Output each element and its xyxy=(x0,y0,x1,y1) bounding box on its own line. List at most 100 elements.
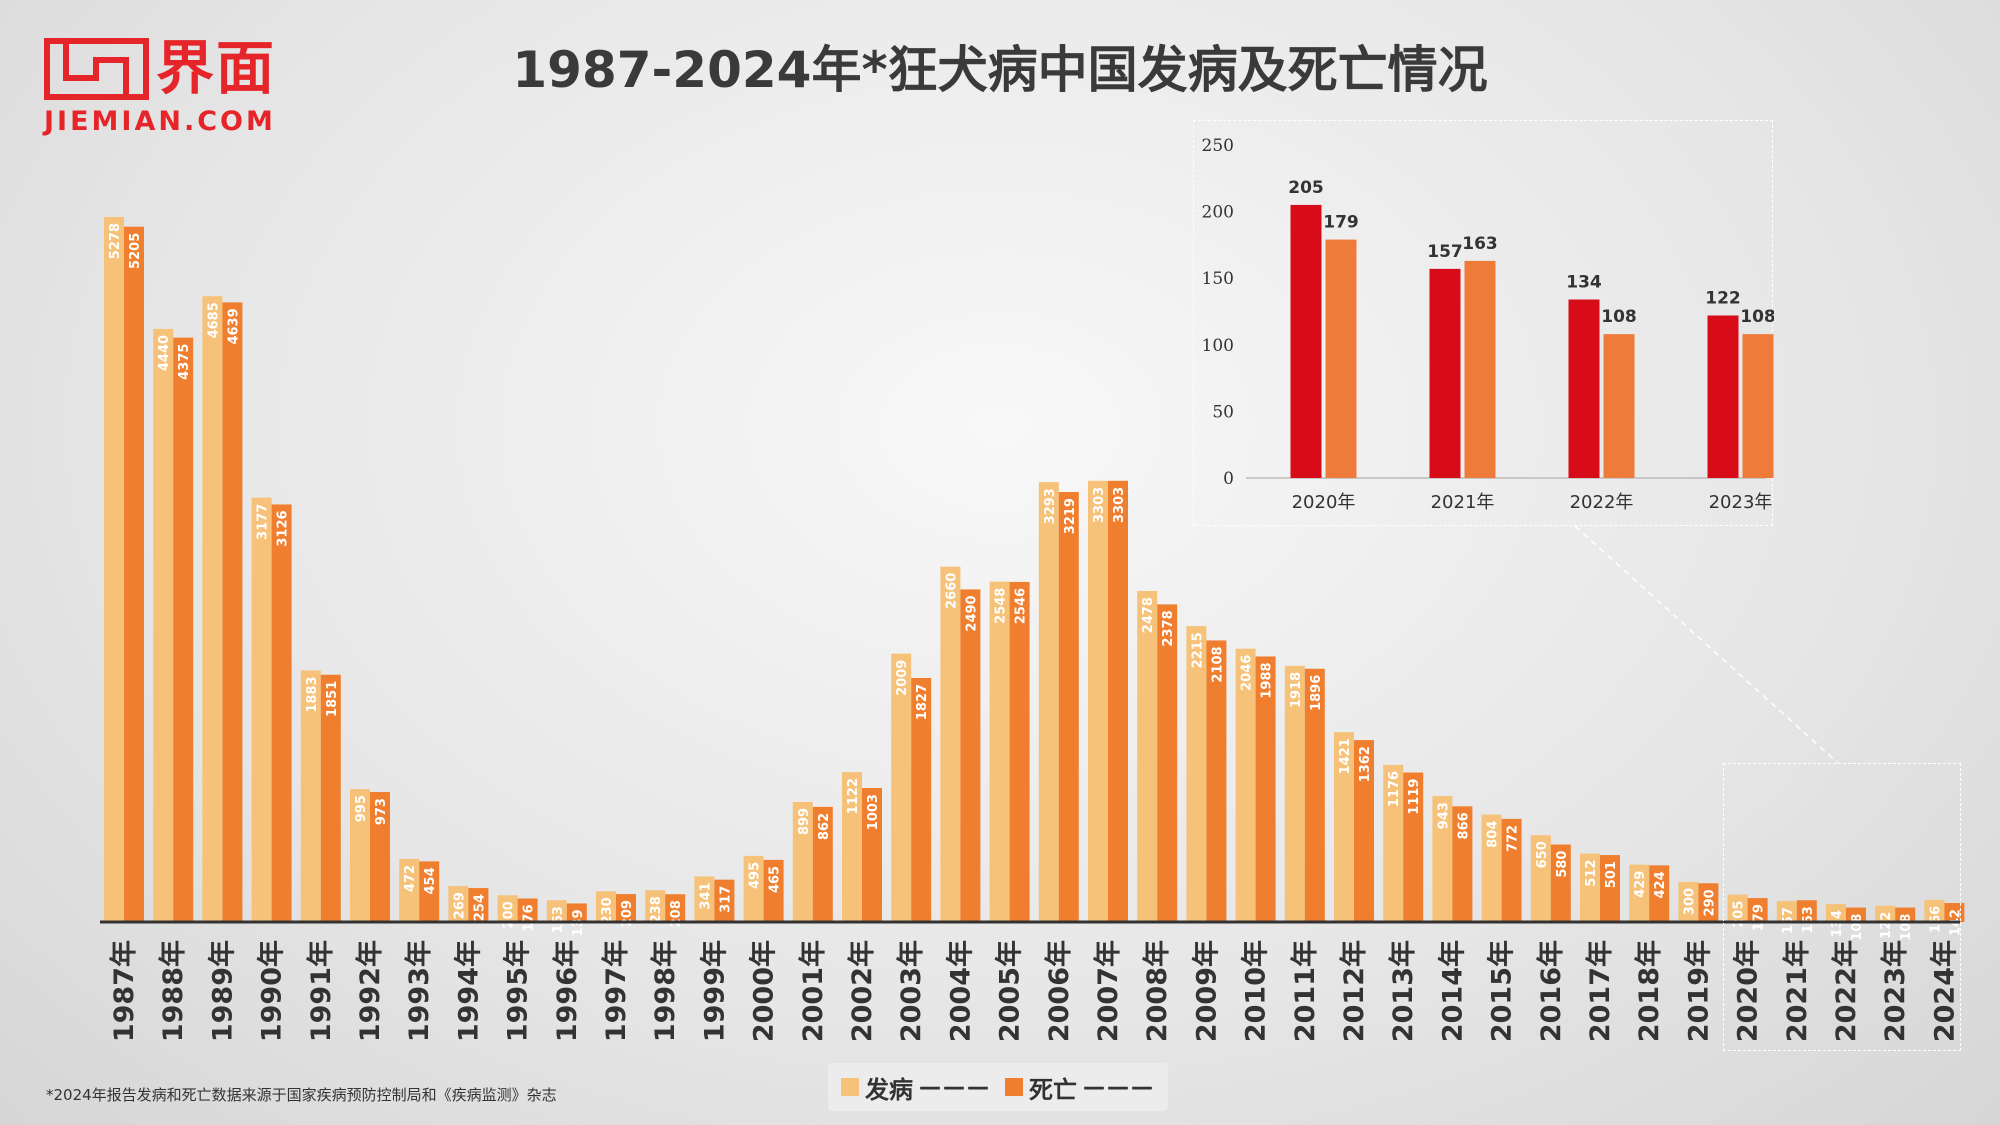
bar-deaths xyxy=(1304,668,1325,922)
bar-incidence xyxy=(448,886,469,922)
bar-incidence xyxy=(104,217,124,922)
data-label-incidence: 1918 xyxy=(1289,672,1304,708)
bar-incidence xyxy=(792,801,813,922)
bar-deaths xyxy=(1944,903,1965,922)
legend-dash-deaths: ——— xyxy=(1083,1074,1155,1100)
data-label-deaths: 3303 xyxy=(1112,487,1127,523)
bar-incidence xyxy=(1580,853,1600,922)
bar-deaths xyxy=(1354,740,1374,922)
inset-bar-deaths xyxy=(1464,260,1496,478)
inset-data-label-incidence: 157 xyxy=(1427,242,1463,262)
inset-data-label-deaths: 163 xyxy=(1462,234,1498,254)
data-label-incidence: 230 xyxy=(600,897,615,924)
data-label-incidence: 2046 xyxy=(1240,655,1255,691)
bar-incidence xyxy=(1826,904,1846,922)
tick-label-x: 2006年 xyxy=(1043,940,1075,1042)
legend-label-incidence: 发病 xyxy=(865,1075,913,1104)
inset-data-label-incidence: 134 xyxy=(1566,273,1602,293)
bar-deaths xyxy=(566,903,587,922)
bar-incidence xyxy=(940,566,961,922)
tick-label-x: 2019年 xyxy=(1682,940,1714,1042)
bar-deaths xyxy=(812,806,833,922)
bar-deaths xyxy=(665,894,686,922)
inset-tick-label-x: 2020年 xyxy=(1292,492,1356,513)
data-label-deaths: 1827 xyxy=(915,684,930,720)
data-label-incidence: 650 xyxy=(1535,841,1550,868)
data-label-incidence: 200 xyxy=(502,901,517,928)
data-label-incidence: 2548 xyxy=(994,588,1009,624)
inset-tick-label-y: 0 xyxy=(1223,469,1234,489)
tick-label-x: 2004年 xyxy=(944,940,976,1042)
bar-incidence xyxy=(1432,796,1453,922)
data-label-incidence: 2478 xyxy=(1141,597,1156,633)
data-label-deaths: 465 xyxy=(768,866,783,893)
bar-deaths xyxy=(1009,581,1030,922)
data-label-incidence: 269 xyxy=(452,892,467,919)
data-label-deaths: 317 xyxy=(718,886,733,913)
data-label-incidence: 3177 xyxy=(256,504,271,540)
tick-label-x: 2002年 xyxy=(846,940,878,1042)
inset-data-label-deaths: 108 xyxy=(1601,307,1637,327)
data-label-deaths: 772 xyxy=(1506,825,1521,852)
data-label-deaths: 5205 xyxy=(128,233,143,269)
bar-deaths xyxy=(616,894,636,922)
tick-label-x: 2010年 xyxy=(1240,940,1272,1042)
logo-brand-cn: 界面 xyxy=(156,34,277,102)
bar-deaths xyxy=(1698,883,1719,922)
legend-dash-incidence: ——— xyxy=(919,1074,991,1100)
bar-incidence xyxy=(1088,480,1108,922)
bar-incidence xyxy=(1334,732,1354,922)
tick-label-x: 2008年 xyxy=(1141,940,1173,1042)
bar-deaths xyxy=(124,226,144,922)
bar-incidence xyxy=(891,653,912,922)
legend-item-incidence: 发病 ——— xyxy=(841,1070,991,1105)
bar-incidence xyxy=(1530,835,1551,922)
bar-incidence xyxy=(1776,901,1797,922)
data-label-deaths: 866 xyxy=(1456,812,1471,839)
inset-data-label-incidence: 205 xyxy=(1288,178,1324,198)
data-label-deaths: 1896 xyxy=(1309,675,1324,711)
inset-tick-label-y: 200 xyxy=(1202,203,1234,223)
bar-incidence xyxy=(1186,626,1207,922)
data-label-incidence: 3293 xyxy=(1043,488,1058,524)
bar-deaths xyxy=(1649,865,1670,922)
data-label-deaths: 1988 xyxy=(1260,662,1275,698)
tick-label-x: 1994年 xyxy=(452,940,484,1042)
logo-mark-icon xyxy=(44,38,149,100)
footnote: *2024年报告发病和死亡数据来源于国家疾病预防控制局和《疾病监测》杂志 xyxy=(46,1086,557,1104)
tick-label-x: 1997年 xyxy=(600,940,632,1042)
bar-incidence xyxy=(1481,814,1502,922)
bar-incidence xyxy=(300,670,321,922)
data-label-incidence: 943 xyxy=(1436,802,1451,829)
bar-incidence xyxy=(1875,905,1896,922)
data-label-deaths: 580 xyxy=(1555,851,1570,878)
bar-deaths xyxy=(320,674,341,922)
data-label-incidence: 238 xyxy=(649,896,664,923)
bar-deaths xyxy=(1255,656,1276,922)
tick-label-x: 2013年 xyxy=(1387,940,1419,1042)
tick-label-x: 1990年 xyxy=(256,940,288,1042)
bar-deaths xyxy=(763,859,784,922)
tick-label-x: 1987年 xyxy=(108,940,140,1042)
inset-bar-deaths xyxy=(1742,334,1774,478)
tick-label-x: 2007年 xyxy=(1092,940,1124,1042)
tick-label-x: 1995年 xyxy=(502,940,534,1042)
bar-deaths xyxy=(1747,898,1768,922)
inset-bar-incidence xyxy=(1429,268,1461,478)
inset-data-label-incidence: 122 xyxy=(1705,288,1741,308)
bar-deaths xyxy=(1206,640,1227,922)
bar-deaths xyxy=(173,337,194,922)
inset-chart-frame: 0 50 100 150 200 250 2020年 205 179 2021年 157 163 202… xyxy=(1193,120,1952,526)
data-label-deaths: 1851 xyxy=(325,681,340,717)
bar-deaths xyxy=(1550,844,1571,922)
data-label-deaths: 862 xyxy=(817,813,832,840)
bar-incidence xyxy=(989,581,1010,922)
tick-label-x: 2000年 xyxy=(748,940,780,1042)
bar-incidence xyxy=(1727,894,1748,922)
bar-deaths xyxy=(960,589,981,922)
bar-deaths xyxy=(1796,900,1817,922)
jiemian-logo: 界面 JIEMIAN.COM xyxy=(44,32,294,142)
data-label-deaths: 2378 xyxy=(1161,610,1176,646)
data-label-deaths: 2490 xyxy=(964,595,979,631)
tick-label-x: 2014年 xyxy=(1436,940,1468,1042)
